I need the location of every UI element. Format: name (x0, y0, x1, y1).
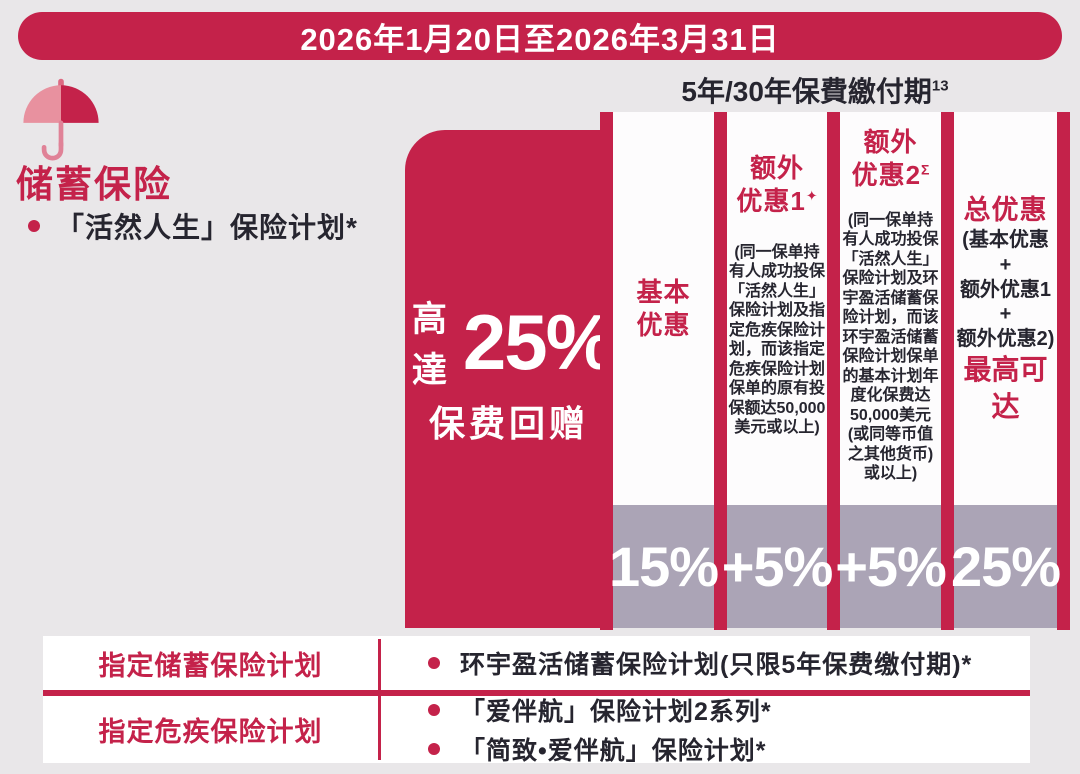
premium-refund-highlight: 高達 25% 保费回赠 (405, 130, 615, 628)
bullet-icon (428, 657, 440, 669)
row-items: 环宇盈活储蓄保险计划(只限5年保费缴付期)* (378, 636, 1030, 690)
list-item: 「爱伴航」保险计划2系列* (428, 692, 1030, 728)
total-formula-line: (基本优惠 (962, 229, 1049, 252)
column-divider (714, 112, 727, 630)
offer-column-extra2: 额外 优惠2Σ (同一保单持有人成功投保「活然人生」保险计划及环宇盈活储蓄保险计… (840, 112, 941, 505)
offer-value-basic: 15% (609, 505, 719, 628)
highlight-line1: 高達 25% (405, 291, 615, 393)
umbrella-icon (23, 78, 99, 161)
total-offer-block: 总优惠 (基本优惠 + 额外优惠1 + 额外优惠2) 最高可达 (954, 192, 1057, 425)
date-banner-text: 2026年1月20日至2026年3月31日 (300, 21, 780, 57)
plans-table: 指定储蓄保险计划 环宇盈活储蓄保险计划(只限5年保费缴付期)* 指定危疾保险计划… (43, 636, 1030, 765)
total-formula-line: 额外优惠2) (956, 327, 1055, 350)
offer-value-total: 25% (950, 505, 1061, 628)
highlight-prefix: 高達 (411, 300, 447, 390)
total-title: 总优惠 (963, 194, 1048, 225)
column-value: 25% (950, 535, 1061, 598)
column-note: (同一保单持有人成功投保「活然人生」保险计划及环宇盈活储蓄保险计划，而该环宇盈活… (842, 211, 939, 483)
list-item-text: 环宇盈活储蓄保险计划(只限5年保费缴付期)* (460, 651, 973, 679)
product-category-title: 储蓄保险 (16, 164, 172, 205)
list-item-text: 「爱伴航」保险计划2系列* (460, 698, 772, 726)
product-plan-item: 「活然人生」保险计划* (16, 206, 358, 246)
list-item: 环宇盈活储蓄保险计划(只限5年保费缴付期)* (428, 645, 1030, 681)
column-value: +5% (835, 535, 947, 598)
sigma-icon: Σ (921, 161, 930, 178)
total-footer: 最高可达 (963, 354, 1048, 422)
star-icon: ✦ (805, 187, 818, 204)
column-divider (941, 112, 954, 630)
table-vertical-divider (378, 639, 381, 760)
highlight-suffix: 保费回赠 (428, 403, 589, 444)
product-plan-label: 「活然人生」保险计划* (56, 212, 358, 243)
column-divider (827, 112, 840, 630)
offer-column-extra1: 额外 优惠1✦ (同一保单持有人成功投保「活然人生」保险计划及指定危疾保险计划，… (727, 112, 827, 505)
list-item-text: 「简致•爱伴航」保险计划* (460, 737, 767, 765)
table-row: 指定危疾保险计划 「爱伴航」保险计划2系列* 「简致•爱伴航」保险计划* (43, 696, 1030, 765)
highlight-content: 高達 25% 保费回赠 (405, 291, 615, 447)
offer-value-extra1: +5% (722, 505, 833, 628)
total-formula-line: 额外优惠1 (959, 278, 1052, 301)
offer-column-total: 总优惠 (基本优惠 + 额外优惠1 + 额外优惠2) 最高可达 (954, 112, 1057, 505)
list-item: 「简致•爱伴航」保险计划* (428, 731, 1030, 767)
highlight-value: 25% (462, 297, 615, 386)
bullet-icon (428, 704, 440, 716)
column-value: +5% (721, 535, 834, 598)
offer-value-extra2: +5% (835, 505, 947, 628)
payment-period-text: 5年/30年保費繳付期 (681, 76, 932, 107)
date-banner: 2026年1月20日至2026年3月31日 (18, 12, 1062, 60)
column-note: (同一保单持有人成功投保「活然人生」保险计划及指定危疾保险计划，而该指定危疾保险… (728, 243, 826, 437)
row-label: 指定危疾保险计划 (98, 717, 323, 747)
row-label: 指定储蓄保险计划 (98, 650, 323, 681)
column-divider (600, 112, 613, 630)
column-title: 额外 优惠1✦ (727, 152, 827, 218)
bullet-icon (428, 743, 440, 755)
column-title: 基本 优惠 (636, 276, 691, 340)
row-items: 「爱伴航」保险计划2系列* 「简致•爱伴航」保险计划* (378, 696, 1030, 765)
column-title-text: 额外 优惠1 (736, 153, 806, 216)
column-title: 额外 优惠2Σ (840, 126, 941, 192)
column-divider (1057, 112, 1070, 630)
total-formula-line: + (999, 303, 1012, 326)
footnote-13: 13 (931, 77, 949, 95)
table-row: 指定储蓄保险计划 环宇盈活储蓄保险计划(只限5年保费缴付期)* (43, 636, 1030, 690)
column-title-text: 额外 优惠2 (851, 127, 922, 190)
column-value: 15% (608, 535, 719, 598)
offer-column-basic: 基本 优惠 (613, 112, 714, 505)
table-divider (43, 690, 1030, 696)
total-formula-line: + (999, 253, 1012, 276)
payment-period-header: 5年/30年保費繳付期13 (585, 70, 1045, 110)
bullet-icon (28, 220, 40, 232)
